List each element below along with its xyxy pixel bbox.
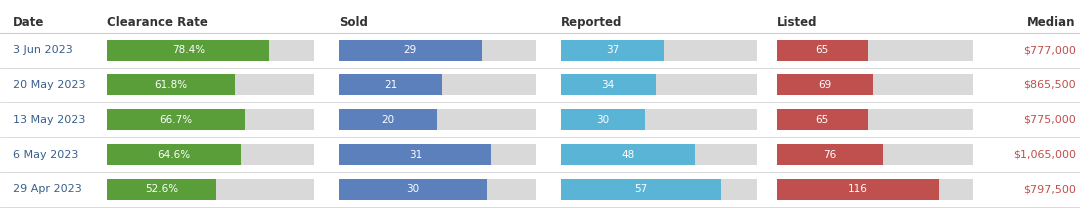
Bar [777,144,973,165]
Text: 20: 20 [381,115,395,125]
Bar [561,144,757,165]
Text: 65: 65 [815,45,828,55]
Bar [561,144,696,165]
Bar [339,179,536,200]
Text: Listed: Listed [777,16,818,29]
Text: Sold: Sold [339,16,368,29]
Bar [339,179,486,200]
Text: $775,000: $775,000 [1023,115,1076,125]
Bar [107,109,314,130]
Bar [777,109,973,130]
Bar [339,144,491,165]
Bar [777,40,868,61]
Text: 21: 21 [384,80,397,90]
Text: 34: 34 [602,80,615,90]
Bar [339,74,443,95]
Text: 78.4%: 78.4% [172,45,205,55]
Text: 29 Apr 2023: 29 Apr 2023 [13,184,82,194]
Text: 13 May 2023: 13 May 2023 [13,115,85,125]
Bar [107,74,235,95]
Text: $865,500: $865,500 [1023,80,1076,90]
Bar [339,40,536,61]
Text: 48: 48 [621,150,635,160]
Bar [777,40,973,61]
Text: 31: 31 [408,150,422,160]
Bar [339,109,437,130]
Text: 116: 116 [848,184,868,194]
Bar [561,74,757,95]
Text: 37: 37 [606,45,619,55]
Bar [339,144,536,165]
Bar [339,74,536,95]
Bar [561,179,720,200]
Text: 61.8%: 61.8% [154,80,188,90]
Bar [777,109,868,130]
Text: Median: Median [1027,16,1076,29]
Text: $1,065,000: $1,065,000 [1013,150,1076,160]
Bar [339,40,482,61]
Bar [107,179,314,200]
Text: 57: 57 [634,184,647,194]
Text: 6 May 2023: 6 May 2023 [13,150,79,160]
Bar [561,40,664,61]
Bar [777,74,973,95]
Text: 29: 29 [404,45,417,55]
Bar [561,74,656,95]
Bar [561,179,757,200]
Text: 3 Jun 2023: 3 Jun 2023 [13,45,72,55]
Text: 30: 30 [406,184,419,194]
Bar [777,179,973,200]
Text: $777,000: $777,000 [1023,45,1076,55]
Text: 30: 30 [596,115,609,125]
Bar [777,74,874,95]
Bar [107,40,270,61]
Bar [777,179,940,200]
Text: Reported: Reported [561,16,622,29]
Bar [107,144,314,165]
Bar [107,179,216,200]
Bar [107,74,314,95]
Bar [561,109,645,130]
Bar [107,144,241,165]
Bar [561,40,757,61]
Text: 66.7%: 66.7% [160,115,192,125]
Bar [107,109,245,130]
Text: $797,500: $797,500 [1023,184,1076,194]
Text: 52.6%: 52.6% [145,184,178,194]
Text: Clearance Rate: Clearance Rate [107,16,207,29]
Bar [777,144,883,165]
Text: 20 May 2023: 20 May 2023 [13,80,85,90]
Bar [107,40,314,61]
Bar [339,109,536,130]
Text: 76: 76 [823,150,837,160]
Text: Date: Date [13,16,44,29]
Bar [561,109,757,130]
Text: 65: 65 [815,115,828,125]
Text: 69: 69 [819,80,832,90]
Text: 64.6%: 64.6% [158,150,190,160]
